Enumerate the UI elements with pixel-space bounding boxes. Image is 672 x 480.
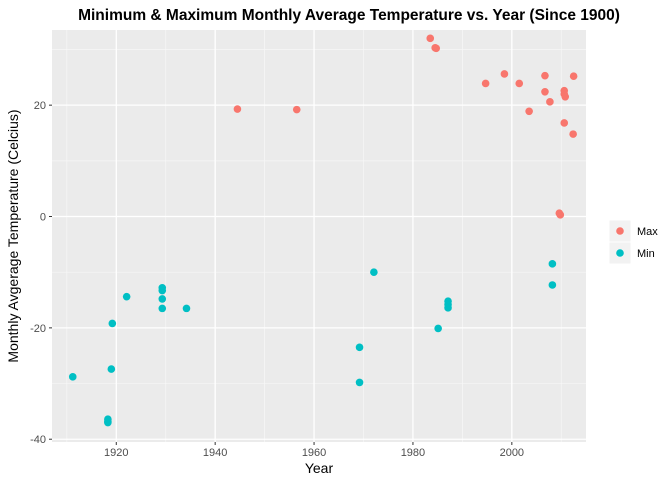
data-point-max <box>560 119 569 127</box>
y-tick-label: 20 <box>34 100 46 112</box>
x-tick-label: 1920 <box>104 447 128 459</box>
x-axis-ticks: 1920 1940 1960 1980 2000 <box>104 442 524 459</box>
y-tick-label: -40 <box>30 434 46 446</box>
data-point-max <box>546 98 554 106</box>
y-axis-ticks: -40 -20 0 20 <box>30 100 52 446</box>
data-point-max <box>525 107 533 116</box>
legend-key-max <box>616 227 624 235</box>
data-point-max <box>432 44 440 53</box>
data-point-min <box>370 268 378 276</box>
data-point-min <box>548 260 557 268</box>
data-point-min <box>68 373 77 381</box>
data-point-min <box>158 304 167 313</box>
data-point-min <box>158 295 167 303</box>
y-tick-label: -20 <box>30 323 46 335</box>
x-tick-label: 1940 <box>203 447 227 459</box>
minor-gridlines <box>52 30 586 442</box>
legend-label-max: Max <box>637 226 658 238</box>
data-point-max <box>515 79 524 88</box>
x-axis-title: Year <box>305 460 334 476</box>
data-point-max <box>561 93 570 101</box>
data-point-min <box>434 324 442 333</box>
legend: Max Min <box>608 219 658 265</box>
data-point-max <box>556 211 565 219</box>
major-gridlines <box>52 30 586 442</box>
legend-label-min: Min <box>637 248 655 260</box>
data-point-min <box>107 365 116 373</box>
data-point-max <box>233 105 242 113</box>
data-point-max <box>569 130 577 138</box>
x-tick-label: 1960 <box>302 447 326 459</box>
data-point-min <box>122 292 131 301</box>
data-point-min <box>182 304 191 313</box>
y-tick-label: 0 <box>40 212 46 224</box>
data-point-max <box>541 88 549 96</box>
x-tick-label: 2000 <box>500 447 524 459</box>
chart-title: Minimum & Maximum Monthly Average Temper… <box>78 7 620 24</box>
data-points <box>68 34 578 427</box>
x-tick-label: 1980 <box>401 447 425 459</box>
data-point-min <box>355 378 364 387</box>
data-point-max <box>541 71 549 80</box>
plot-panel <box>52 30 586 442</box>
data-point-min <box>158 286 167 295</box>
data-point-max <box>500 70 509 78</box>
data-point-max <box>569 72 578 81</box>
data-point-min <box>108 319 117 328</box>
data-point-min <box>104 418 112 427</box>
data-point-min <box>444 304 452 312</box>
data-point-max <box>426 34 435 43</box>
data-point-min <box>548 281 557 289</box>
legend-key-min <box>616 249 624 257</box>
data-point-max <box>481 79 490 88</box>
y-axis-title: Monthly Avgerage Temperature (Celcius) <box>5 109 21 362</box>
data-point-min <box>355 343 364 352</box>
data-point-max <box>292 105 301 114</box>
